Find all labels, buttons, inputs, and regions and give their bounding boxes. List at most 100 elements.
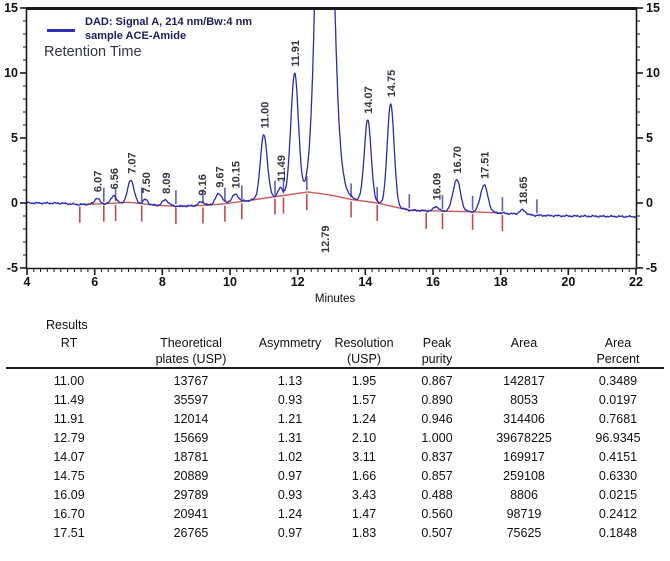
column-header-area: Area bbox=[476, 335, 572, 369]
svg-text:18: 18 bbox=[494, 275, 508, 289]
table-cell: 0.890 bbox=[421, 393, 453, 407]
svg-text:8: 8 bbox=[159, 275, 166, 289]
results-table: RT Theoretical plates (USP) Asymmetry Resolu… bbox=[6, 335, 664, 543]
svg-text:14: 14 bbox=[358, 275, 372, 289]
table-row: 14.07 18781 1.02 3.11 0.837 169917 0.4151 bbox=[6, 448, 664, 467]
table-cell: 1.83 bbox=[351, 526, 377, 540]
table-cell: 26765 bbox=[173, 526, 209, 540]
svg-text:5: 5 bbox=[646, 131, 653, 145]
peak-label-16.09: 16.09 bbox=[432, 173, 444, 201]
table-cell: 1.66 bbox=[351, 469, 377, 483]
table-row: 17.51 26765 0.97 1.83 0.507 75625 0.1848 bbox=[6, 524, 664, 543]
table-cell: 18781 bbox=[173, 450, 209, 464]
table-cell: 14.75 bbox=[53, 469, 85, 483]
table-cell: 0.0197 bbox=[598, 393, 638, 407]
table-cell: 0.3489 bbox=[598, 374, 638, 388]
axis-frame bbox=[25, 7, 638, 270]
table-cell: 8053 bbox=[510, 393, 538, 407]
table-cell: 75625 bbox=[506, 526, 542, 540]
peak-label-6.07: 6.07 bbox=[93, 171, 105, 192]
peak-label-14.75: 14.75 bbox=[386, 70, 398, 98]
peak-label-10.15: 10.15 bbox=[231, 161, 243, 189]
table-cell: 0.946 bbox=[421, 412, 453, 426]
table-cell: 0.867 bbox=[421, 374, 453, 388]
table-cell: 16.70 bbox=[53, 507, 85, 521]
table-cell: 12014 bbox=[173, 412, 209, 426]
results-panel: Results RT Theoretical plates (USP) Asymmet… bbox=[0, 318, 670, 561]
table-cell: 14.07 bbox=[53, 450, 85, 464]
table-cell: 1.57 bbox=[351, 393, 377, 407]
peak-label-6.56: 6.56 bbox=[109, 168, 121, 189]
table-cell: 0.1848 bbox=[598, 526, 638, 540]
table-cell: 142817 bbox=[503, 374, 545, 388]
table-cell: 1.21 bbox=[277, 412, 303, 426]
table-row: 16.09 29789 0.93 3.43 0.488 8806 0.0215 bbox=[6, 486, 664, 505]
table-cell: 0.0215 bbox=[598, 488, 638, 502]
peak-label-9.16: 9.16 bbox=[197, 174, 209, 195]
svg-text:16: 16 bbox=[426, 275, 440, 289]
svg-text:22: 22 bbox=[629, 275, 643, 289]
table-cell: 0.93 bbox=[277, 488, 303, 502]
table-row: 11.91 12014 1.21 1.24 0.946 314406 0.7681 bbox=[6, 410, 664, 429]
peak-label-11.49: 11.49 bbox=[276, 155, 288, 182]
table-cell: 1.000 bbox=[421, 431, 453, 445]
table-cell: 13767 bbox=[173, 374, 209, 388]
column-header-peak: Peak purity bbox=[398, 335, 476, 369]
table-cell: 0.7681 bbox=[598, 412, 638, 426]
table-cell: 35597 bbox=[173, 393, 209, 407]
svg-text:-5: -5 bbox=[646, 261, 657, 275]
table-cell: 0.97 bbox=[277, 526, 303, 540]
table-cell: 11.49 bbox=[53, 393, 85, 407]
signal-trace bbox=[27, 7, 636, 219]
column-header-asymmetry: Asymmetry bbox=[250, 335, 330, 369]
peak-label-12.79: 12.79 bbox=[320, 225, 332, 253]
table-cell: 11.91 bbox=[53, 412, 85, 426]
table-cell: 96.9345 bbox=[595, 431, 641, 445]
peak-label-18.65: 18.65 bbox=[518, 176, 530, 204]
signal-line-swatch bbox=[47, 29, 75, 32]
peak-label-11.91: 11.91 bbox=[290, 40, 302, 67]
table-cell: 15669 bbox=[173, 431, 209, 445]
table-cell: 1.24 bbox=[351, 412, 377, 426]
legend-sample-label: sample ACE-Amide bbox=[85, 29, 187, 42]
peak-labels: 6.07 6.56 7.077.50 8.09 9.16 9.67 10.15 11.00 11… bbox=[93, 40, 531, 253]
svg-text:6: 6 bbox=[91, 275, 98, 289]
svg-text:4: 4 bbox=[24, 275, 31, 289]
table-cell: 39678225 bbox=[496, 431, 552, 445]
x-axis-ticks: 4 6 8 10 12 14 16 18 20 22 bbox=[24, 269, 643, 289]
column-header-area: Area Percent bbox=[572, 335, 664, 369]
svg-text:10: 10 bbox=[646, 66, 660, 80]
table-cell: 0.507 bbox=[421, 526, 453, 540]
table-cell: 1.02 bbox=[277, 450, 303, 464]
table-cell: 1.95 bbox=[351, 374, 377, 388]
table-cell: 17.51 bbox=[53, 526, 85, 540]
table-cell: 2.10 bbox=[351, 431, 377, 445]
table-row: 12.79 15669 1.31 2.10 1.000 39678225 96.9345 bbox=[6, 429, 664, 448]
table-cell: 3.43 bbox=[351, 488, 377, 502]
table-cell: 314406 bbox=[503, 412, 545, 426]
table-cell: 1.31 bbox=[277, 431, 303, 445]
column-header-resolution: Resolution (USP) bbox=[330, 335, 398, 369]
table-cell: 1.13 bbox=[277, 374, 303, 388]
table-cell: 0.560 bbox=[421, 507, 453, 521]
table-cell: 29789 bbox=[173, 488, 209, 502]
table-cell: 0.488 bbox=[421, 488, 453, 502]
peak-label-8.09: 8.09 bbox=[161, 172, 173, 193]
svg-text:0: 0 bbox=[646, 196, 653, 210]
table-cell: 1.47 bbox=[351, 507, 377, 521]
column-header-theoretical: Theoretical plates (USP) bbox=[132, 335, 250, 369]
table-cell: 259108 bbox=[503, 469, 545, 483]
results-title: Results bbox=[46, 318, 88, 332]
table-cell: 8806 bbox=[510, 488, 538, 502]
table-cell: 1.24 bbox=[277, 507, 303, 521]
table-row: 11.49 35597 0.93 1.57 0.890 8053 0.0197 bbox=[6, 391, 664, 410]
table-cell: 0.857 bbox=[421, 469, 453, 483]
table-row: 11.00 13767 1.13 1.95 0.867 142817 0.3489 bbox=[6, 368, 664, 391]
svg-text:12: 12 bbox=[291, 275, 305, 289]
peak-label-9.67: 9.67 bbox=[214, 166, 226, 187]
table-cell: 0.837 bbox=[421, 450, 453, 464]
table-cell: 0.93 bbox=[277, 393, 303, 407]
svg-text:10: 10 bbox=[223, 275, 237, 289]
legend-signal-label: DAD: Signal A, 214 nm/Bw:4 nm bbox=[85, 16, 253, 28]
